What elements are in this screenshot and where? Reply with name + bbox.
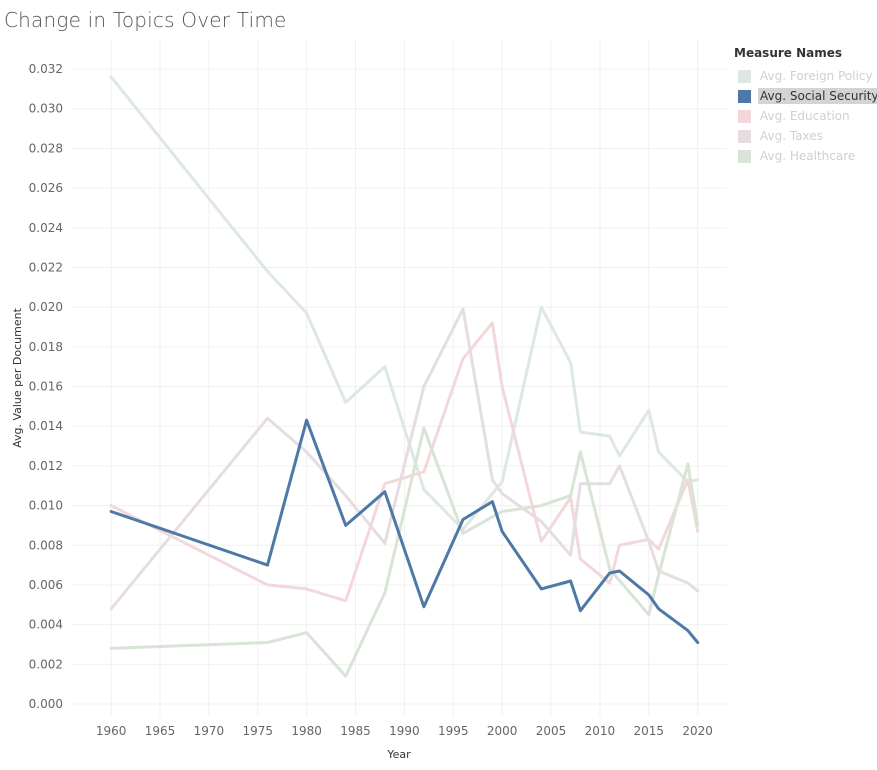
y-tick-label: 0.006 <box>29 578 63 592</box>
gridlines <box>72 40 727 716</box>
y-tick-label: 0.026 <box>29 181 63 195</box>
legend-swatch <box>738 109 751 123</box>
chart-title: Change in Topics Over Time <box>4 8 287 32</box>
legend-label: Avg. Social Security <box>758 88 877 104</box>
series-lines <box>109 75 700 678</box>
y-tick-label: 0.002 <box>29 657 63 671</box>
y-tick-label: 0.022 <box>29 260 63 274</box>
y-tick-label: 0.014 <box>29 419 63 433</box>
series-line-avg-healthcare[interactable] <box>109 426 700 678</box>
x-tick-label: 1975 <box>242 724 273 738</box>
legend-item-avg-social-security[interactable]: Avg. Social Security <box>738 86 877 106</box>
legend-item-avg-taxes[interactable]: Avg. Taxes <box>738 126 874 146</box>
legend-items: Avg. Foreign Policy Avg. Social Security A… <box>734 66 877 166</box>
y-tick-label: 0.028 <box>29 141 63 155</box>
legend-item-avg-education[interactable]: Avg. Education <box>738 106 874 126</box>
legend-title: Measure Names <box>734 46 843 60</box>
legend-label: Avg. Education <box>760 109 850 123</box>
series-line-avg-education[interactable] <box>109 321 700 603</box>
y-tick-label: 0.012 <box>29 459 63 473</box>
x-tick-label: 2005 <box>536 724 567 738</box>
legend-label: Avg. Healthcare <box>760 149 856 163</box>
x-axis-title: Year <box>386 748 411 761</box>
legend-label: Avg. Foreign Policy <box>760 69 873 83</box>
y-tick-label: 0.010 <box>29 499 63 513</box>
x-tick-label: 2020 <box>682 724 713 738</box>
y-axis-ticks: 0.000 0.002 0.004 0.006 0.008 0.010 0.012 0.014… <box>29 62 63 711</box>
legend-swatch <box>738 149 751 163</box>
x-tick-label: 1980 <box>291 724 322 738</box>
legend-item-avg-foreign-policy[interactable]: Avg. Foreign Policy <box>738 66 874 86</box>
y-tick-label: 0.000 <box>29 697 63 711</box>
series-line-avg-foreign-policy[interactable] <box>109 75 700 531</box>
x-tick-label: 2000 <box>487 724 518 738</box>
x-tick-label: 1970 <box>194 724 225 738</box>
x-tick-label: 1985 <box>340 724 371 738</box>
y-tick-label: 0.020 <box>29 300 63 314</box>
series-line-avg-social-security[interactable] <box>109 418 700 644</box>
x-axis-ticks: 1960 1965 1970 1975 1980 1985 1990 1995 2000 2005… <box>96 724 713 738</box>
legend-swatch <box>738 69 751 83</box>
x-tick-label: 1965 <box>145 724 176 738</box>
legend: Measure Names Avg. Foreign Policy Avg. So… <box>734 46 877 166</box>
y-tick-label: 0.030 <box>29 102 63 116</box>
y-tick-label: 0.032 <box>29 62 63 76</box>
y-tick-label: 0.018 <box>29 340 63 354</box>
y-tick-label: 0.016 <box>29 380 63 394</box>
legend-swatch <box>738 89 751 103</box>
legend-item-avg-healthcare[interactable]: Avg. Healthcare <box>738 146 874 166</box>
x-tick-label: 2015 <box>634 724 665 738</box>
x-tick-label: 1995 <box>438 724 469 738</box>
y-axis-title: Avg. Value per Document <box>11 307 24 448</box>
y-tick-label: 0.008 <box>29 538 63 552</box>
legend-label: Avg. Taxes <box>760 129 823 143</box>
y-tick-label: 0.024 <box>29 221 63 235</box>
x-tick-label: 2010 <box>585 724 616 738</box>
y-tick-label: 0.004 <box>29 618 63 632</box>
x-tick-label: 1960 <box>96 724 127 738</box>
legend-swatch <box>738 129 751 143</box>
x-tick-label: 1990 <box>389 724 420 738</box>
